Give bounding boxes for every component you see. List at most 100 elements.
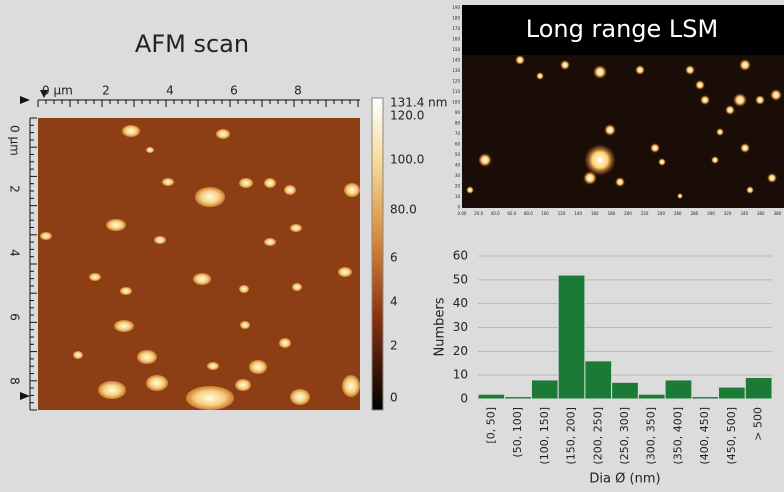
- particle: [73, 351, 83, 359]
- lsm-x-label: 340: [740, 211, 748, 216]
- spot: [583, 171, 597, 185]
- lsm-y-label: 10: [455, 194, 461, 199]
- lsm-y-label: 110: [452, 89, 460, 94]
- spot: [560, 60, 570, 70]
- bar: [530, 379, 559, 400]
- lsm-y-label: 190: [452, 5, 460, 10]
- lsm-y-label: 90: [455, 110, 461, 115]
- y-ruler-label: 6: [8, 313, 22, 321]
- spot: [733, 93, 747, 107]
- lsm-x-label: 280: [691, 211, 699, 216]
- particle: [292, 283, 302, 291]
- lsm-y-label: 40: [455, 163, 461, 168]
- particle: [162, 178, 174, 186]
- lsm-x-label: 80.0: [524, 211, 533, 216]
- bar: [718, 386, 746, 400]
- x-ruler-label: 4: [166, 84, 174, 98]
- colorbar-label: 131.4 nm: [390, 96, 447, 110]
- lsm-x-label: 320: [724, 211, 732, 216]
- x-tick-label: (400, 450]: [698, 407, 711, 465]
- particle: [264, 178, 276, 188]
- particle: [106, 219, 126, 231]
- spot: [478, 153, 492, 167]
- lsm-y-label: 140: [452, 58, 460, 63]
- spot: [740, 143, 750, 153]
- particle: [146, 147, 154, 153]
- y-ruler-label: 8: [8, 377, 22, 385]
- particle: [290, 389, 310, 405]
- lsm-x-label: 200: [624, 211, 632, 216]
- bar: [637, 393, 666, 400]
- x-tick-label: (250, 300]: [618, 407, 631, 465]
- particle: [240, 321, 250, 329]
- bar: [504, 396, 532, 400]
- afm-title: AFM scan: [135, 30, 249, 58]
- bar: [477, 393, 506, 400]
- particle: [290, 224, 302, 232]
- lsm-x-label: 140: [574, 211, 582, 216]
- y-tick-label: 60: [453, 249, 468, 263]
- bar: [664, 379, 693, 400]
- spot: [739, 59, 751, 71]
- spot: [650, 143, 660, 153]
- particle: [235, 379, 251, 391]
- y-tick-label: 40: [453, 296, 468, 310]
- lsm-y-label: 170: [452, 26, 460, 31]
- colorbar-label: 4: [390, 295, 398, 309]
- spot: [716, 128, 724, 136]
- lsm-x-label: 0.00: [458, 211, 467, 216]
- lsm-x-label: 260: [674, 211, 682, 216]
- bar: [557, 274, 586, 400]
- colorbar-label: 6: [390, 251, 398, 265]
- lsm-x-label: 180: [608, 211, 616, 216]
- colorbar-label: 100.0: [390, 153, 424, 167]
- x-ruler-label: 0 µm: [42, 84, 73, 98]
- lsm-y-label: 70: [455, 131, 461, 136]
- lsm-x-label: 40.0: [491, 211, 500, 216]
- spot: [593, 65, 607, 79]
- spot: [615, 177, 625, 187]
- particle: [40, 232, 52, 240]
- afm-image: [38, 118, 360, 410]
- lsm-x-label: 120: [558, 211, 566, 216]
- lsm-y-label: 50: [455, 152, 461, 157]
- particle: [154, 236, 166, 244]
- particle: [344, 183, 360, 197]
- lsm-y-label: 20: [455, 184, 461, 189]
- particle: [264, 238, 276, 246]
- particle: [122, 125, 140, 137]
- y-tick-label: 50: [453, 272, 468, 286]
- spot: [685, 65, 695, 75]
- spot: [466, 186, 474, 194]
- x-tick-label: (50, 100]: [511, 407, 524, 458]
- particle: [98, 381, 126, 399]
- x-ruler-label: 8: [294, 84, 302, 98]
- particle: [239, 178, 253, 188]
- x-ruler-label: 2: [102, 84, 110, 98]
- x-tick-label: > 500: [752, 407, 765, 441]
- spot: [536, 72, 544, 80]
- lsm-x-label: 100: [541, 211, 549, 216]
- x-tick-label: (100, 150]: [538, 407, 551, 465]
- bar: [611, 381, 639, 400]
- spot: [604, 124, 616, 136]
- lsm-y-label: 130: [452, 68, 460, 73]
- bar: [744, 377, 773, 400]
- lsm-y-label: 150: [452, 47, 460, 52]
- y-tick-label: 0: [460, 392, 468, 406]
- bar: [584, 360, 613, 400]
- particle: [193, 273, 211, 285]
- lsm-x-label: 300: [707, 211, 715, 216]
- marker: [40, 90, 48, 98]
- lsm-y-label: 120: [452, 79, 460, 84]
- x-tick-label: (350, 400]: [671, 407, 684, 465]
- particle: [114, 320, 134, 332]
- lsm-x-label: 20.0: [474, 211, 483, 216]
- particle: [284, 185, 296, 195]
- lsm-x-label: 220: [641, 211, 649, 216]
- spot: [695, 80, 705, 90]
- lsm-y-label: 0: [457, 205, 460, 210]
- lsm-y-label: 60: [455, 142, 461, 147]
- x-tick-label: (450, 500]: [725, 407, 738, 465]
